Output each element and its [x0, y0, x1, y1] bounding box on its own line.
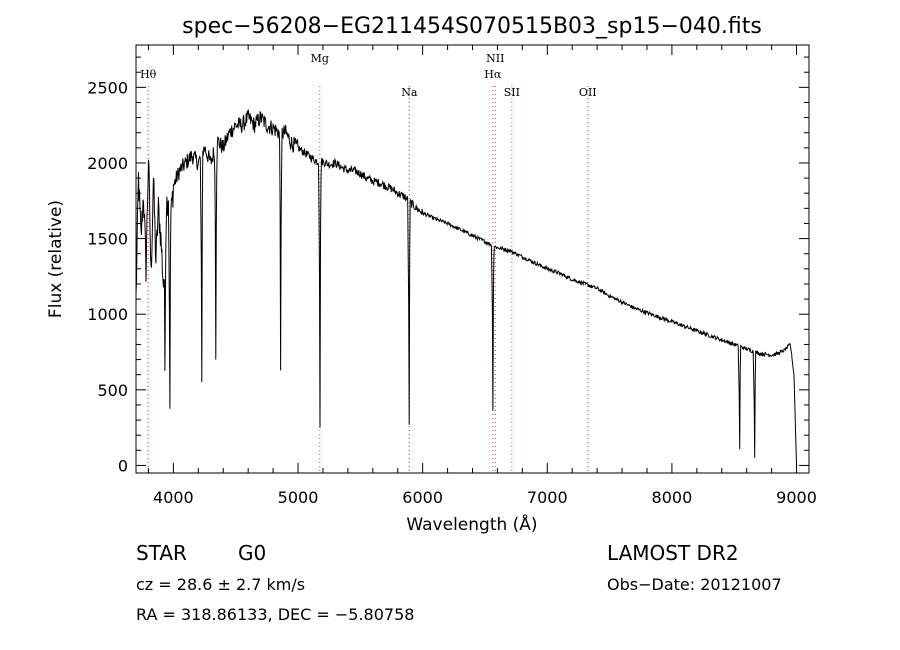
redshift-info: cz = 28.6 ± 2.7 km/s: [136, 575, 306, 594]
y-tick-label: 2500: [87, 78, 128, 97]
spectral-line-label: SII: [504, 86, 520, 99]
spectrum-line: [135, 109, 797, 466]
y-tick-label: 1500: [87, 230, 128, 249]
spectral-line-label: Mg: [311, 52, 329, 65]
chart-title: spec−56208−EG211454S070515B03_sp15−040.f…: [182, 14, 762, 39]
y-tick-label: 1000: [87, 305, 128, 324]
spectral-line-label: OII: [579, 86, 597, 99]
spectral-line-label: Hα: [484, 68, 502, 81]
survey-name: LAMOST DR2: [607, 541, 739, 565]
x-tick-label: 9000: [776, 488, 817, 507]
coordinates-info: RA = 318.86133, DEC = −5.80758: [136, 605, 415, 624]
spectral-line-label: NII: [486, 52, 504, 65]
axis-ticks: 4000 5000 6000 7000 8000 9000 0 500 1000 1500 2000…: [87, 45, 817, 507]
spectral-line-label: Na: [401, 86, 418, 99]
x-tick-label: 4000: [153, 488, 194, 507]
observation-date: Obs−Date: 20121007: [607, 575, 782, 594]
spectral-line-label: Hθ: [140, 68, 157, 81]
y-tick-label: 0: [118, 456, 128, 475]
y-tick-label: 2000: [87, 154, 128, 173]
y-tick-label: 500: [97, 381, 128, 400]
plot-frame: [135, 44, 810, 474]
x-tick-label: 7000: [527, 488, 568, 507]
x-tick-label: 8000: [652, 488, 693, 507]
y-axis-label: Flux (relative): [46, 200, 66, 318]
x-axis-label: Wavelength (Å): [406, 513, 537, 535]
object-class: STAR: [136, 541, 187, 565]
x-tick-label: 5000: [278, 488, 319, 507]
x-tick-label: 6000: [402, 488, 443, 507]
object-subclass: G0: [238, 541, 267, 565]
